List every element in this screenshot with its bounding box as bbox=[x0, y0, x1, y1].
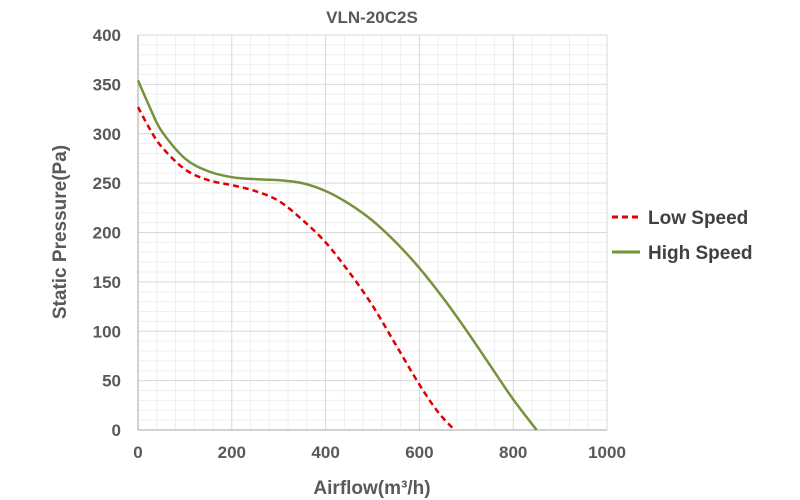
y-tick-label: 100 bbox=[93, 322, 121, 341]
series bbox=[136, 79, 538, 431]
y-tick-label: 150 bbox=[93, 273, 121, 292]
y-tick-label: 250 bbox=[93, 174, 121, 193]
series-line-low-speed bbox=[136, 106, 456, 431]
y-tick-label: 350 bbox=[93, 75, 121, 94]
series-line-high-speed bbox=[136, 79, 538, 431]
y-tick-label: 200 bbox=[93, 224, 121, 243]
x-tick-label: 600 bbox=[405, 443, 433, 462]
x-tick-label: 200 bbox=[218, 443, 246, 462]
y-axis-title: Static Pressure(Pa) bbox=[50, 145, 71, 319]
x-tick-label: 400 bbox=[311, 443, 339, 462]
legend: Low Speed High Speed bbox=[612, 208, 753, 264]
y-tick-label: 0 bbox=[112, 421, 121, 440]
x-tick-label: 800 bbox=[499, 443, 527, 462]
y-tick-label: 50 bbox=[102, 372, 121, 391]
x-axis-title: Airflow(m³/h) bbox=[313, 478, 430, 499]
y-tick-label: 400 bbox=[93, 26, 121, 45]
grid bbox=[137, 34, 608, 431]
tick-labels: 0 50 100 150 200 250 300 350 400 0 200 400 600 800 100… bbox=[93, 26, 626, 462]
x-tick-label: 1000 bbox=[588, 443, 626, 462]
legend-label-low-speed: Low Speed bbox=[648, 208, 748, 229]
y-tick-label: 300 bbox=[93, 125, 121, 144]
legend-label-high-speed: High Speed bbox=[648, 243, 753, 264]
chart-title: VLN-20C2S bbox=[326, 8, 418, 27]
x-tick-label: 0 bbox=[133, 443, 142, 462]
axes bbox=[137, 35, 607, 431]
